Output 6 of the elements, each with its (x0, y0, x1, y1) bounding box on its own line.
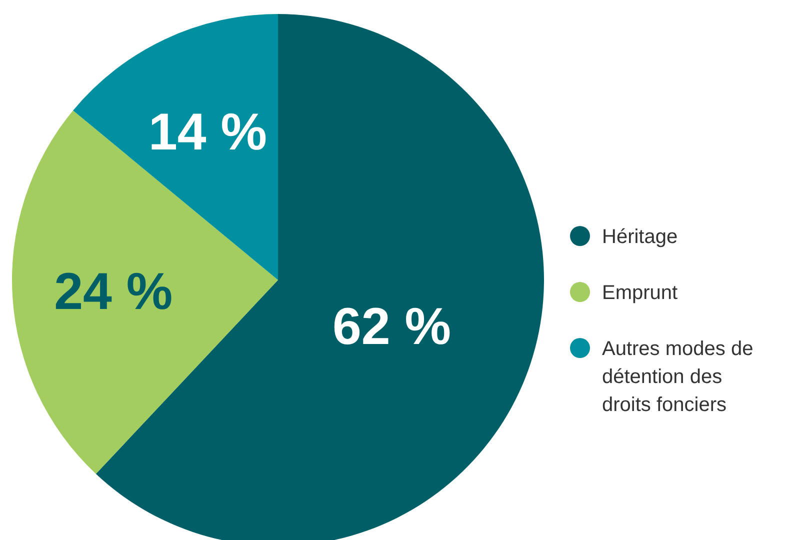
legend-label: Emprunt (602, 282, 678, 304)
legend-label: Autres modes de détention des droits fonciers (602, 338, 754, 416)
legend-label: Héritage (602, 226, 678, 248)
data-label: 14 % (148, 103, 268, 162)
data-label: 24 % (54, 263, 173, 322)
data-label: 62 % (332, 298, 452, 356)
